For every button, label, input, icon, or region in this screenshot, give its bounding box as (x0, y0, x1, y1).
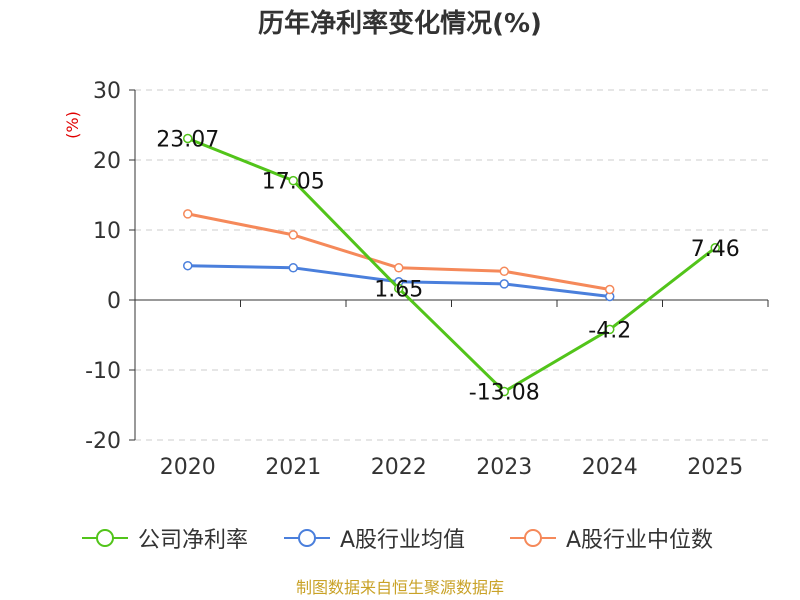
legend-label: A股行业均值 (340, 528, 466, 553)
data-point (288, 175, 298, 186)
y-tick-label: -20 (85, 429, 121, 454)
y-tick-label: 20 (93, 149, 121, 174)
data-point (499, 279, 509, 289)
series-lines (183, 133, 720, 397)
data-label: 1.65 (374, 277, 423, 302)
data-point (605, 284, 615, 295)
axes: 30 20 10 0 -10 -20 2020 2021 2022 2023 2024 2025 (%) (63, 79, 769, 480)
legend-marker-icon (510, 529, 556, 547)
data-label: -4.2 (588, 318, 631, 343)
legend-label: A股行业中位数 (566, 528, 714, 553)
x-tick-label: 2024 (582, 455, 638, 480)
legend-marker-icon (82, 529, 128, 547)
data-label: 7.46 (691, 237, 740, 262)
data-point (183, 209, 193, 219)
y-tick-label: -10 (85, 359, 121, 384)
data-point (394, 263, 404, 273)
legend-marker-icon (284, 529, 330, 547)
data-point (499, 386, 509, 397)
x-tick-label: 2022 (371, 455, 427, 480)
x-tick-label: 2021 (265, 455, 321, 480)
y-axis-label: (%) (63, 111, 82, 139)
chart-title: 历年净利率变化情况(%) (258, 9, 542, 39)
data-labels: 23.07 17.05 1.65 -13.08 -4.2 7.46 (156, 128, 739, 406)
source-note: 制图数据来自恒生聚源数据库 (295, 578, 504, 597)
data-point (394, 283, 404, 294)
data-point (183, 133, 193, 144)
data-point (710, 243, 720, 253)
x-tick-label: 2023 (476, 455, 532, 480)
legend-item-industry-mean[interactable]: A股行业均值 (282, 518, 465, 558)
data-point (288, 263, 298, 273)
y-tick-label: 30 (93, 79, 121, 104)
grid-lines (135, 89, 768, 441)
data-point (605, 324, 615, 335)
y-tick-label: 10 (93, 219, 121, 244)
x-tick-label: 2025 (687, 455, 743, 480)
data-label: 17.05 (262, 170, 325, 195)
data-point (288, 230, 298, 240)
x-tick-label: 2020 (160, 455, 216, 480)
data-label: -13.08 (469, 381, 540, 406)
legend-label: 公司净利率 (138, 528, 249, 553)
data-label: 23.07 (156, 128, 219, 153)
series-line (187, 137, 717, 394)
data-point (499, 266, 509, 277)
legend-item-company-net-margin[interactable]: 公司净利率 (80, 518, 248, 558)
y-tick-label: 0 (107, 289, 121, 314)
legend-item-industry-median[interactable]: A股行业中位数 (508, 518, 713, 558)
data-point (183, 260, 193, 271)
